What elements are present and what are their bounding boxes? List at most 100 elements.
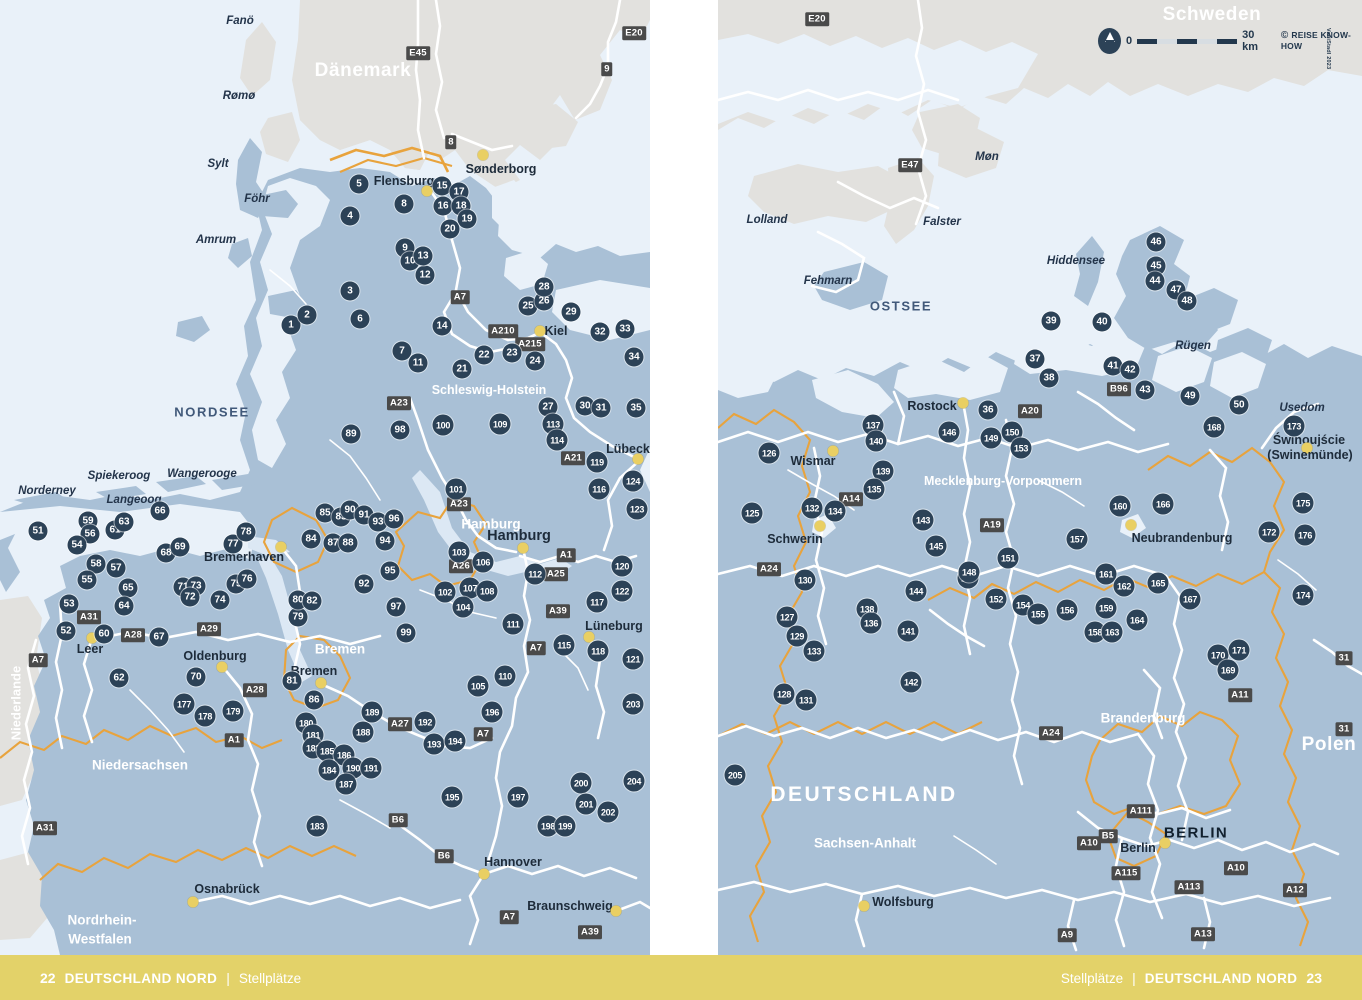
stellplatz-marker[interactable]: 15 bbox=[432, 176, 452, 196]
stellplatz-marker[interactable]: 201 bbox=[575, 793, 597, 815]
stellplatz-marker[interactable]: 118 bbox=[587, 640, 609, 662]
stellplatz-marker[interactable]: 54 bbox=[67, 535, 87, 555]
stellplatz-marker[interactable]: 33 bbox=[615, 319, 635, 339]
stellplatz-marker[interactable]: 193 bbox=[423, 733, 445, 755]
stellplatz-marker[interactable]: 4 bbox=[340, 206, 360, 226]
road-shield[interactable]: B96 bbox=[1106, 382, 1132, 396]
stellplatz-marker[interactable]: 175 bbox=[1292, 492, 1314, 514]
stellplatz-marker[interactable]: 178 bbox=[194, 705, 216, 727]
stellplatz-marker[interactable]: 168 bbox=[1203, 416, 1225, 438]
stellplatz-marker[interactable]: 76 bbox=[237, 569, 257, 589]
stellplatz-marker[interactable]: 134 bbox=[824, 500, 846, 522]
road-shield[interactable]: A23 bbox=[446, 497, 472, 511]
stellplatz-marker[interactable]: 167 bbox=[1179, 588, 1201, 610]
stellplatz-marker[interactable]: 200 bbox=[570, 772, 592, 794]
stellplatz-marker[interactable]: 203 bbox=[622, 693, 644, 715]
stellplatz-marker[interactable]: 106 bbox=[472, 551, 494, 573]
stellplatz-marker[interactable]: 77 bbox=[223, 534, 243, 554]
stellplatz-marker[interactable]: 197 bbox=[507, 786, 529, 808]
road-shield[interactable]: A115 bbox=[1111, 866, 1141, 880]
stellplatz-marker[interactable]: 67 bbox=[149, 627, 169, 647]
stellplatz-marker[interactable]: 146 bbox=[938, 421, 960, 443]
stellplatz-marker[interactable]: 172 bbox=[1258, 521, 1280, 543]
stellplatz-marker[interactable]: 3 bbox=[340, 281, 360, 301]
stellplatz-marker[interactable]: 35 bbox=[626, 398, 646, 418]
stellplatz-marker[interactable]: 174 bbox=[1292, 584, 1314, 606]
stellplatz-marker[interactable]: 107 bbox=[459, 577, 481, 599]
stellplatz-marker[interactable]: 160 bbox=[1109, 495, 1131, 517]
road-shield[interactable]: A215 bbox=[515, 337, 545, 351]
stellplatz-marker[interactable]: 127 bbox=[776, 606, 798, 628]
stellplatz-marker[interactable]: 79 bbox=[288, 607, 308, 627]
stellplatz-marker[interactable]: 89 bbox=[341, 424, 361, 444]
stellplatz-marker[interactable]: 53 bbox=[59, 594, 79, 614]
stellplatz-marker[interactable]: 96 bbox=[384, 509, 404, 529]
road-shield[interactable]: A20 bbox=[1017, 404, 1043, 418]
road-shield[interactable]: A11 bbox=[1228, 688, 1252, 702]
road-shield[interactable]: A7 bbox=[450, 290, 470, 304]
stellplatz-marker[interactable]: 86 bbox=[304, 690, 324, 710]
stellplatz-marker[interactable]: 88 bbox=[338, 533, 358, 553]
stellplatz-marker[interactable]: 163 bbox=[1101, 621, 1123, 643]
road-shield[interactable]: E45 bbox=[406, 46, 430, 60]
stellplatz-marker[interactable]: 70 bbox=[186, 667, 206, 687]
road-shield[interactable]: A111 bbox=[1126, 804, 1156, 818]
road-shield[interactable]: A39 bbox=[545, 604, 571, 618]
stellplatz-marker[interactable]: 97 bbox=[386, 597, 406, 617]
stellplatz-marker[interactable]: 102 bbox=[434, 581, 456, 603]
stellplatz-marker[interactable]: 50 bbox=[1229, 395, 1249, 415]
road-shield[interactable]: A10 bbox=[1223, 861, 1249, 875]
stellplatz-marker[interactable]: 141 bbox=[897, 620, 919, 642]
road-shield[interactable]: A21 bbox=[560, 451, 586, 465]
stellplatz-marker[interactable]: 104 bbox=[452, 596, 474, 618]
stellplatz-marker[interactable]: 112 bbox=[524, 563, 546, 585]
stellplatz-marker[interactable]: 69 bbox=[170, 537, 190, 557]
stellplatz-marker[interactable]: 92 bbox=[354, 574, 374, 594]
stellplatz-marker[interactable]: 46 bbox=[1146, 232, 1166, 252]
stellplatz-marker[interactable]: 144 bbox=[905, 580, 927, 602]
stellplatz-marker[interactable]: 23 bbox=[502, 343, 522, 363]
stellplatz-marker[interactable]: 151 bbox=[997, 547, 1019, 569]
stellplatz-marker[interactable]: 105 bbox=[467, 675, 489, 697]
stellplatz-marker[interactable]: 25 bbox=[518, 296, 538, 316]
road-shield[interactable]: A13 bbox=[1190, 927, 1216, 941]
stellplatz-marker[interactable]: 65 bbox=[118, 578, 138, 598]
stellplatz-marker[interactable]: 162 bbox=[1113, 575, 1135, 597]
stellplatz-marker[interactable]: 38 bbox=[1039, 368, 1059, 388]
stellplatz-marker[interactable]: 48 bbox=[1177, 291, 1197, 311]
stellplatz-marker[interactable]: 82 bbox=[302, 591, 322, 611]
road-shield[interactable]: A7 bbox=[499, 910, 519, 924]
stellplatz-marker[interactable]: 36 bbox=[978, 400, 998, 420]
road-shield[interactable]: A7 bbox=[28, 653, 48, 667]
stellplatz-marker[interactable]: 132 bbox=[801, 497, 823, 519]
stellplatz-marker[interactable]: 42 bbox=[1120, 360, 1140, 380]
stellplatz-marker[interactable]: 136 bbox=[860, 612, 882, 634]
stellplatz-marker[interactable]: 85 bbox=[315, 503, 335, 523]
stellplatz-marker[interactable]: 114 bbox=[546, 429, 568, 451]
road-shield[interactable]: A210 bbox=[488, 324, 518, 338]
stellplatz-marker[interactable]: 145 bbox=[925, 535, 947, 557]
stellplatz-marker[interactable]: 8 bbox=[394, 194, 414, 214]
stellplatz-marker[interactable]: 202 bbox=[597, 801, 619, 823]
stellplatz-marker[interactable]: 31 bbox=[591, 398, 611, 418]
stellplatz-marker[interactable]: 63 bbox=[114, 512, 134, 532]
road-shield[interactable]: E47 bbox=[898, 158, 922, 172]
stellplatz-marker[interactable]: 29 bbox=[561, 302, 581, 322]
stellplatz-marker[interactable]: 39 bbox=[1041, 311, 1061, 331]
stellplatz-marker[interactable]: 28 bbox=[534, 277, 554, 297]
stellplatz-marker[interactable]: 103 bbox=[448, 541, 470, 563]
stellplatz-marker[interactable]: 205 bbox=[724, 764, 746, 786]
stellplatz-marker[interactable]: 94 bbox=[375, 531, 395, 551]
road-shield[interactable]: A24 bbox=[756, 562, 782, 576]
stellplatz-marker[interactable]: 199 bbox=[554, 815, 576, 837]
stellplatz-marker[interactable]: 171 bbox=[1228, 639, 1250, 661]
stellplatz-marker[interactable]: 152 bbox=[985, 588, 1007, 610]
stellplatz-marker[interactable]: 11 bbox=[408, 353, 428, 373]
stellplatz-marker[interactable]: 13 bbox=[413, 246, 433, 266]
road-shield[interactable]: A31 bbox=[76, 610, 102, 624]
stellplatz-marker[interactable]: 142 bbox=[900, 671, 922, 693]
stellplatz-marker[interactable]: 56 bbox=[80, 524, 100, 544]
stellplatz-marker[interactable]: 140 bbox=[865, 430, 887, 452]
stellplatz-marker[interactable]: 191 bbox=[360, 757, 382, 779]
stellplatz-marker[interactable]: 196 bbox=[481, 701, 503, 723]
